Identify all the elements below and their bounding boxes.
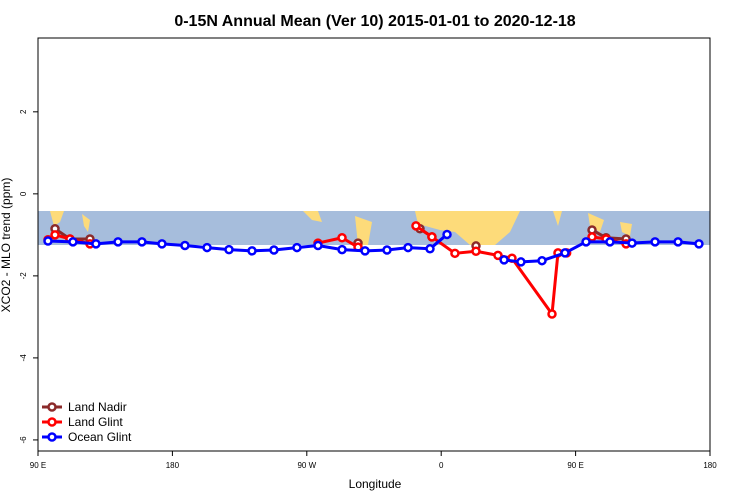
point xyxy=(313,240,323,251)
point xyxy=(137,237,147,247)
point xyxy=(499,255,509,265)
land xyxy=(355,216,372,245)
legend-label: Land Glint xyxy=(68,415,123,429)
legend-marker xyxy=(47,432,57,442)
point xyxy=(442,229,452,240)
y-tick-label: 2 xyxy=(19,109,28,114)
point xyxy=(68,237,78,247)
y-tick-label: -6 xyxy=(19,436,28,444)
y-tick-label: -4 xyxy=(19,354,28,362)
x-tick-label: 180 xyxy=(703,461,717,470)
point xyxy=(247,246,257,256)
land xyxy=(415,211,520,245)
point xyxy=(292,242,302,253)
point xyxy=(337,244,347,255)
x-tick-label: 180 xyxy=(166,461,180,470)
map-strip xyxy=(38,211,710,245)
point xyxy=(50,230,60,240)
point xyxy=(43,236,53,246)
point xyxy=(471,246,481,257)
point xyxy=(650,237,660,247)
point xyxy=(493,250,503,261)
point xyxy=(694,239,704,249)
point xyxy=(581,237,591,247)
land xyxy=(82,214,90,232)
x-tick-label: 90 E xyxy=(30,461,46,470)
point xyxy=(516,257,526,267)
point xyxy=(547,309,557,319)
land xyxy=(303,211,322,222)
point xyxy=(202,242,212,253)
x-axis-label: Longitude xyxy=(349,477,402,491)
point xyxy=(560,248,570,258)
point xyxy=(427,232,437,242)
x-tick-label: 90 W xyxy=(297,461,316,470)
land xyxy=(620,222,632,236)
point xyxy=(403,242,413,253)
point xyxy=(157,239,167,249)
legend-marker xyxy=(47,417,57,427)
land xyxy=(588,213,604,232)
point xyxy=(337,232,347,243)
x-tick-label: 90 E xyxy=(567,461,583,470)
point xyxy=(450,248,460,259)
y-axis-label: XCO2 - MLO trend (ppm) xyxy=(0,178,13,313)
point xyxy=(605,237,615,247)
point xyxy=(224,244,234,255)
legend-marker xyxy=(47,402,57,412)
point xyxy=(673,237,683,247)
land xyxy=(50,211,64,226)
y-tick-label: -2 xyxy=(19,272,28,280)
y-tick-label: 0 xyxy=(19,191,28,196)
point xyxy=(113,237,123,247)
point xyxy=(411,221,421,231)
point xyxy=(382,245,392,255)
point xyxy=(627,238,637,248)
point xyxy=(180,240,190,251)
point xyxy=(269,245,279,255)
legend-label: Land Nadir xyxy=(68,400,127,414)
chart-title: 0-15N Annual Mean (Ver 10) 2015-01-01 to… xyxy=(174,13,575,30)
point xyxy=(360,246,370,256)
point xyxy=(91,239,101,249)
point xyxy=(425,244,435,254)
point xyxy=(537,255,547,266)
plot-frame xyxy=(37,37,711,452)
x-tick-label: 0 xyxy=(439,461,444,470)
legend-label: Ocean Glint xyxy=(68,430,132,444)
land xyxy=(553,211,562,226)
